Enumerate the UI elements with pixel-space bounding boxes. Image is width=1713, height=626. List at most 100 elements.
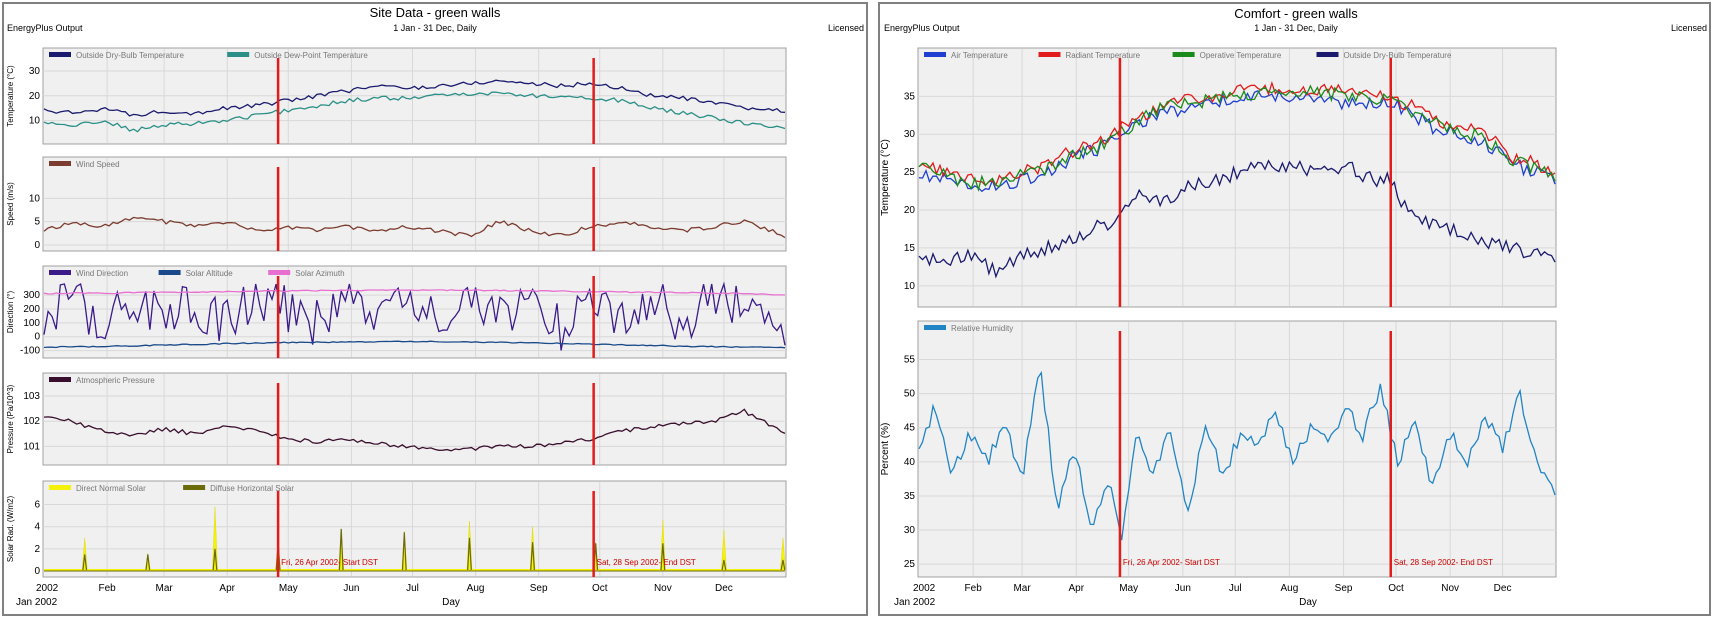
data-spike [780,559,786,571]
series-line [918,84,1556,192]
series-line [43,79,786,117]
dst-end-label: Sat, 28 Sep 2002- End DST [1394,558,1493,567]
chart-panel-4: 101 102 103 Pressure (Pa/10^3) Atmospheric P… [6,372,787,466]
legend-swatch [49,270,71,275]
y-tick-label: 0 [34,332,40,343]
legend-entry: Solar Azimuth [295,269,344,278]
x-tick-label: Aug [467,583,485,594]
data-spike [82,554,88,571]
data-spike [721,529,727,571]
x-tick-label: Apr [219,583,235,594]
y-tick-label: 101 [23,441,40,452]
y-tick-label: 25 [904,559,916,570]
y-tick-label: 10 [29,193,41,204]
y-axis-label: Solar Rad. (W/m2) [6,496,15,563]
y-tick-label: 5 [34,217,40,228]
legend-entry: Radiant Temperature [1066,51,1141,60]
x-tick-label: Mar [1013,583,1031,594]
plot-area [42,372,787,466]
x-tick-label: Apr [1068,583,1084,594]
series-line [43,340,786,349]
legend-swatch [158,270,181,275]
legend-entry: Direct Normal Solar [76,484,146,493]
series-line [918,370,1556,541]
series-line [43,408,786,452]
series-line [918,159,1556,279]
right-subtitle: 1 Jan - 31 Dec, Daily [1254,23,1338,33]
left-corner-left: EnergyPlus Output [7,23,83,33]
data-spike [212,506,218,571]
x-tick-label: Nov [1441,583,1459,594]
series-line [43,216,786,239]
legend-swatch [49,52,71,57]
x-tick-label: Jul [406,583,419,594]
y-tick-label: 55 [904,354,916,365]
data-spike [721,559,727,571]
legend-entry: Diffuse Horizontal Solar [210,484,294,493]
right-title: Comfort - green walls [1234,6,1358,21]
legend-entry: Outside Dry-Bulb Temperature [76,51,184,60]
y-tick-label: 103 [23,391,40,402]
x-tick-label: Feb [98,583,116,594]
data-spike [780,537,786,571]
x-tick-label: Oct [1388,583,1404,594]
left-xlabel: Day [442,597,460,608]
x-tick-label: Jul [1229,583,1242,594]
data-spike [401,532,407,571]
legend-entry: Wind Speed [76,160,120,169]
legend-swatch [268,270,291,275]
x-tick-label: Nov [654,583,672,594]
left-corner-right: Licensed [828,23,864,33]
y-tick-label: 102 [23,416,40,427]
x-tick-label: Aug [1281,583,1299,594]
plot-area [42,156,787,252]
x-tick-label: Oct [592,583,608,594]
y-tick-label: 35 [904,491,916,502]
y-tick-label: 15 [904,243,916,254]
right-corner-right: Licensed [1671,23,1707,33]
y-tick-label: -100 [20,346,40,357]
legend-entry: Wind Direction [76,269,128,278]
legend-entry: Operative Temperature [1200,51,1282,60]
y-tick-label: 20 [29,91,41,102]
x-tick-label: Jun [343,583,359,594]
y-axis-label: Percent (%) [880,423,891,476]
y-tick-label: 30 [904,129,916,140]
x-tick-label: Feb [965,583,983,594]
y-tick-label: 10 [904,281,916,292]
legend-swatch [1316,52,1339,57]
y-tick-label: 45 [904,423,916,434]
right-year-label: 2002 [913,583,936,594]
x-tick-label: May [1119,583,1138,594]
y-tick-label: 25 [904,167,916,178]
y-tick-label: 2 [34,544,40,555]
legend-entry: Outside Dew-Point Temperature [254,51,368,60]
y-tick-label: 0 [34,240,40,251]
y-tick-label: 300 [23,290,40,301]
y-tick-label: 100 [23,318,40,329]
y-tick-label: 0 [34,566,40,577]
legend-swatch [49,161,71,166]
chart-panel-6: 10 15 20 25 30 35 Temperature (°C) Air Temperat… [880,47,1557,308]
data-spike [338,528,344,571]
x-tick-label: Sep [1335,583,1353,594]
left-title: Site Data - green walls [370,5,501,20]
dst-start-label: Fri, 26 Apr 2002- Start DST [281,558,378,567]
left-year-label: 2002 [36,583,59,594]
left-jan-label: Jan 2002 [16,597,58,608]
y-axis-label: Speed (m/s) [6,182,15,226]
chart-panel-5: 0 2 4 6 Solar Rad. (W/m2) Direct Normal Solar… [6,480,787,594]
legend-entry: Relative Humidity [951,324,1013,333]
series-line [43,289,786,296]
x-tick-label: Jun [1175,583,1191,594]
y-tick-label: 35 [904,91,916,102]
x-tick-label: May [279,583,298,594]
legend-entry: Outside Dry-Bulb Temperature [1344,51,1452,60]
chart-panel-3: -100 0 100 200 300 Direction (°) Wind Directio… [6,265,787,359]
y-tick-label: 4 [34,522,40,533]
legend-swatch [227,52,250,57]
legend-swatch [924,52,946,57]
data-spike [467,537,472,571]
